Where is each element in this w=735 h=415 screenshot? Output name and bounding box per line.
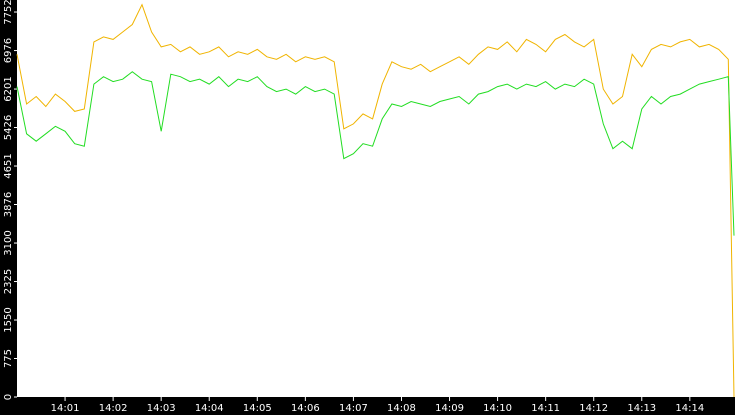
y-tick-label: 5426 [3, 115, 14, 140]
y-tick-label: 2325 [3, 269, 14, 294]
x-tick-label: 14:10 [483, 403, 512, 414]
x-tick-label: 14:01 [51, 403, 80, 414]
x-tick-label: 14:08 [387, 403, 416, 414]
y-tick-label: 3876 [3, 192, 14, 217]
x-tick-label: 14:14 [675, 403, 704, 414]
y-tick-label: 3100 [3, 230, 14, 255]
x-tick-label: 14:13 [627, 403, 656, 414]
x-tick-label: 14:05 [243, 403, 272, 414]
x-tick-label: 14:09 [435, 403, 464, 414]
plot-area [17, 0, 735, 397]
x-tick-label: 14:02 [99, 403, 128, 414]
x-tick-label: 14:03 [147, 403, 176, 414]
series-line [16, 3, 735, 398]
y-tick-label: 7752 [3, 0, 14, 25]
y-tick-label: 6976 [3, 38, 14, 63]
y-tick-label: 6201 [3, 76, 14, 101]
series-line [16, 71, 735, 236]
y-tick-label: 1550 [3, 307, 14, 332]
x-tick-label: 14:07 [339, 403, 368, 414]
x-tick-label: 14:06 [291, 403, 320, 414]
y-tick-label: 0 [3, 394, 14, 400]
x-tick-label: 14:11 [531, 403, 560, 414]
y-tick-label: 775 [3, 349, 14, 368]
x-tick-label: 14:12 [579, 403, 608, 414]
y-tick-label: 4651 [3, 153, 14, 178]
x-tick-label: 14:04 [195, 403, 224, 414]
